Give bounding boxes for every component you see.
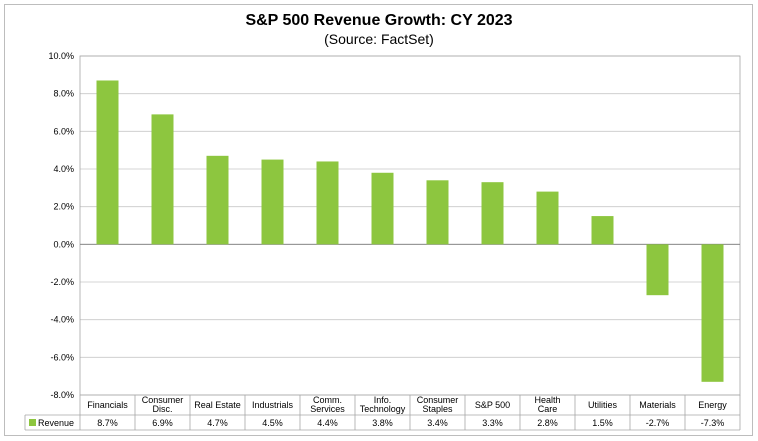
bar (96, 80, 119, 245)
data-label: 1.5% (592, 418, 613, 428)
y-tick-label: -2.0% (50, 277, 74, 287)
y-tick-label: 10.0% (48, 51, 74, 61)
bar (481, 182, 504, 245)
y-tick-label: -6.0% (50, 352, 74, 362)
category-label: Consumer Disc. (142, 395, 184, 414)
category-label: Health Care (534, 395, 560, 414)
bar (151, 114, 174, 245)
category-label: Consumer Staples (417, 395, 459, 414)
category-label: Energy (698, 400, 727, 410)
data-label: 4.5% (262, 418, 283, 428)
category-label: Comm. Services (310, 395, 345, 414)
y-tick-label: 0.0% (53, 239, 74, 249)
data-label: -7.3% (701, 418, 725, 428)
category-label: Utilities (588, 400, 618, 410)
bar (426, 180, 449, 245)
chart-title: S&P 500 Revenue Growth: CY 2023 (245, 12, 513, 29)
category-label: Info. Technology (360, 395, 406, 414)
category-label: Real Estate (194, 400, 241, 410)
data-label: 4.7% (207, 418, 228, 428)
bar (316, 161, 339, 245)
legend-label: Revenue (38, 418, 74, 428)
data-label: 6.9% (152, 418, 173, 428)
data-label: 8.7% (97, 418, 118, 428)
y-tick-label: -4.0% (50, 315, 74, 325)
category-label: S&P 500 (475, 400, 510, 410)
bar (591, 216, 614, 245)
category-label: Industrials (252, 400, 294, 410)
data-label: 4.4% (317, 418, 338, 428)
data-label: 3.8% (372, 418, 393, 428)
category-label: Materials (639, 400, 676, 410)
bar (371, 172, 394, 245)
y-tick-label: 4.0% (53, 164, 74, 174)
bar (261, 159, 284, 245)
y-tick-label: 8.0% (53, 89, 74, 99)
bar (646, 244, 669, 296)
plot-area (79, 55, 741, 396)
legend-key (29, 419, 36, 426)
bar (536, 191, 559, 245)
bar (206, 155, 229, 245)
bar (701, 244, 724, 382)
data-label: -2.7% (646, 418, 670, 428)
data-label: 3.3% (482, 418, 503, 428)
chart-subtitle: (Source: FactSet) (324, 31, 434, 47)
data-label: 2.8% (537, 418, 558, 428)
y-tick-label: 6.0% (53, 126, 74, 136)
data-label: 3.4% (427, 418, 448, 428)
y-tick-label: -8.0% (50, 390, 74, 400)
y-tick-label: 2.0% (53, 202, 74, 212)
category-label: Financials (87, 400, 128, 410)
